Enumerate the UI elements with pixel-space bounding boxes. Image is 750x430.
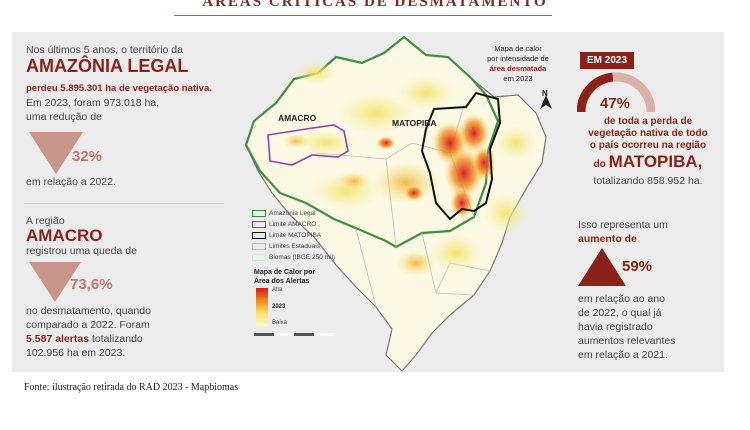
reduction-triangle-icon <box>29 132 83 174</box>
legend-label: Amazônia Legal <box>269 210 316 217</box>
year-badge: EM 2023 <box>580 52 635 69</box>
left-divider <box>24 203 224 204</box>
matopiba-outline <box>420 91 502 221</box>
increase-percent: 59% <box>622 258 653 275</box>
legend-high: Alta <box>272 287 283 293</box>
amacro-line1: registrou uma queda de <box>26 245 137 257</box>
legend-item-matopiba: Limite MATOPIBA <box>252 232 321 239</box>
increase-line4: de 2022, o qual já <box>578 307 662 319</box>
north-arrow-icon <box>540 95 552 109</box>
brazil-heat-map <box>244 35 552 372</box>
matopiba-percent: 47% <box>600 95 631 112</box>
amacro-title: AMACRO <box>26 226 103 245</box>
increase-line5: havia registrado <box>578 321 653 333</box>
amacro-alerts: 5.587 alertas <box>26 333 90 345</box>
matopiba-region-line: do MATOPIBA, <box>578 152 718 172</box>
legend-heat-title-1: Mapa de Calor por <box>254 269 316 276</box>
legend-label: Limite AMACRO <box>269 221 317 228</box>
matopiba-prefix: do <box>593 159 609 170</box>
heatmap-caption-3: área desmatada <box>489 64 547 73</box>
amazonia-line3: uma redução de <box>26 111 102 123</box>
legend-item-amazonia: Amazônia Legal <box>252 210 316 217</box>
heat-layer <box>282 61 538 277</box>
amacro-alerts-line: 5.587 alertas totalizando <box>26 332 143 346</box>
legend-heat-title-2: Área dos Alertas <box>254 278 310 285</box>
legend-heat-title: Mapa de Calor por Área dos Alertas <box>254 268 315 286</box>
legend-year: 2023 <box>272 304 286 310</box>
legend-item-amacro: Limite AMACRO <box>252 221 316 228</box>
amazonia-lost: perdeu 5.895.301 ha de vegetação nativa. <box>26 83 212 94</box>
amacro-intro: A região <box>26 215 65 227</box>
matopiba-desc: de toda a perda de vegetação nativa de t… <box>578 116 718 152</box>
matopiba-line2: vegetação nativa de todo <box>588 128 708 139</box>
amacro-line2: no desmatamento, quando <box>26 305 151 317</box>
map-label-matopiba: MATOPIBA <box>392 118 437 128</box>
amazonia-line2: Em 2023, foram 973.018 ha, <box>26 97 160 109</box>
matopiba-line3: o país ocorreu na região <box>589 140 707 151</box>
amacro-triangle-icon <box>29 262 81 302</box>
increase-triangle-icon <box>578 248 626 286</box>
increase-line7: em relação a 2021. <box>578 349 668 361</box>
legend-label: Limite MATOPIBA <box>269 232 322 239</box>
increase-line2: aumento de <box>578 233 637 245</box>
legend-item-biomas: Biomas (IBGE 250 mil) <box>252 254 335 261</box>
increase-line6: aumentos relevantes <box>578 335 676 347</box>
legend-swatch <box>252 221 266 228</box>
amacro-percent: 73,6% <box>70 276 113 293</box>
amacro-alerts-tail: totalizando <box>89 333 143 345</box>
title-divider <box>174 15 552 16</box>
page-title: ÁREAS CRÍTICAS DE DESMATAMENTO <box>202 0 548 10</box>
amacro-line3: comparado a 2022. Foram <box>26 319 150 331</box>
heatmap-caption-4: em 2023 <box>503 74 533 83</box>
matopiba-line1: de toda a perda de <box>603 116 693 127</box>
increase-line3: em relação ao ano <box>578 293 665 305</box>
source-caption: Fonte: ilustração retirada do RAD 2023 -… <box>24 382 239 393</box>
legend-low: Baixa <box>272 320 288 326</box>
semicircle-gauge <box>577 72 655 113</box>
amacro-outline <box>267 124 349 166</box>
legend-item-estaduais: Limites Estaduais <box>252 243 320 250</box>
legend-label: Limites Estaduais <box>269 243 320 250</box>
legend-label: Biomas (IBGE 250 mil) <box>269 254 336 261</box>
amazonia-intro: Nos últimos 5 anos, o território da <box>26 44 183 56</box>
amazonia-title: AMAZÔNIA LEGAL <box>26 56 189 76</box>
amazonia-percent: 32% <box>72 148 103 165</box>
amazonia-tail: em relação a 2022. <box>26 176 116 188</box>
legend-heat-gradient <box>256 288 268 326</box>
legend-swatch <box>252 254 266 261</box>
map-label-amacro: AMACRO <box>278 113 317 123</box>
heatmap-caption: Mapa de calor por intensidade de área de… <box>470 44 566 84</box>
amacro-line4: 102.956 ha em 2023. <box>26 347 126 359</box>
gauge-fill <box>577 72 655 113</box>
amazonia-legal-outline <box>244 35 500 249</box>
heatmap-caption-2: por intensidade de <box>487 54 549 63</box>
legend-swatch <box>252 232 266 239</box>
scale-bar <box>254 333 334 336</box>
matopiba-total: totalizando 858.952 ha. <box>593 175 703 187</box>
legend-swatch <box>252 210 266 217</box>
heatmap-caption-1: Mapa de calor <box>494 44 542 53</box>
increase-line1: Isso representa um <box>578 219 668 231</box>
legend-swatch <box>252 243 266 250</box>
matopiba-title: MATOPIBA, <box>608 152 703 171</box>
north-label: N <box>542 89 548 98</box>
